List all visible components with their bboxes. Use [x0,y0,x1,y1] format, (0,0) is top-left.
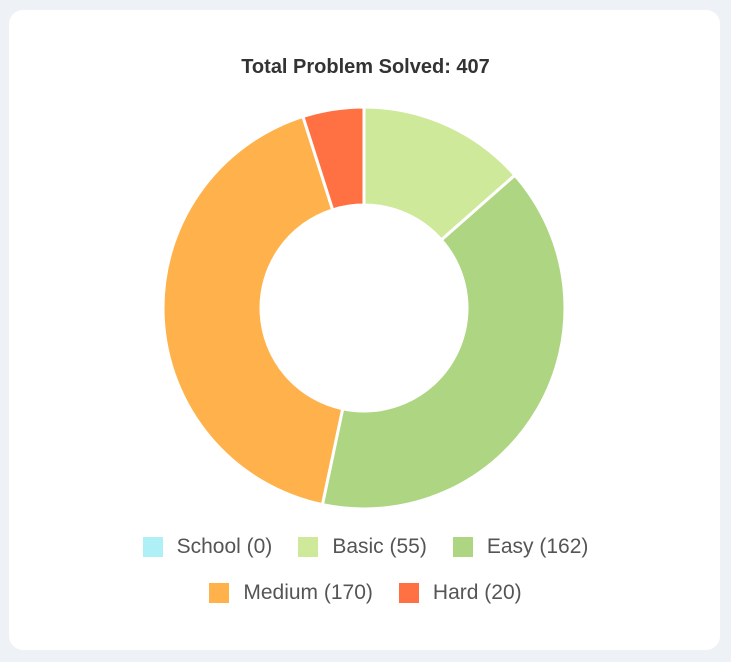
legend-item-medium[interactable]: Medium (170) [209,581,373,605]
slice-medium[interactable] [161,114,345,507]
chart-title: Total Problem Solved: 407 [241,56,490,78]
legend-swatch-hard [398,583,419,603]
legend-row-2: Medium (170) Hard (20) [0,581,731,605]
legend-swatch-school [142,537,163,557]
slice-easy[interactable] [320,173,567,511]
legend-item-school[interactable]: School (0) [142,535,273,559]
legend-label-medium: Medium (170) [243,581,373,604]
legend-item-easy[interactable]: Easy (162) [452,535,589,559]
legend-row-1: School (0) Basic (55) Easy (162) [0,535,731,559]
legend-item-hard[interactable]: Hard (20) [398,581,522,605]
legend-label-basic: Basic (55) [332,535,427,558]
legend-label-easy: Easy (162) [486,535,589,558]
legend-swatch-medium [209,583,230,603]
slice-hard[interactable] [301,105,366,212]
legend-label-hard: Hard (20) [432,581,522,604]
legend-swatch-basic [298,537,319,557]
legend-item-basic[interactable]: Basic (55) [298,535,427,559]
legend-swatch-easy [452,537,473,557]
legend-label-school: School (0) [176,535,273,558]
